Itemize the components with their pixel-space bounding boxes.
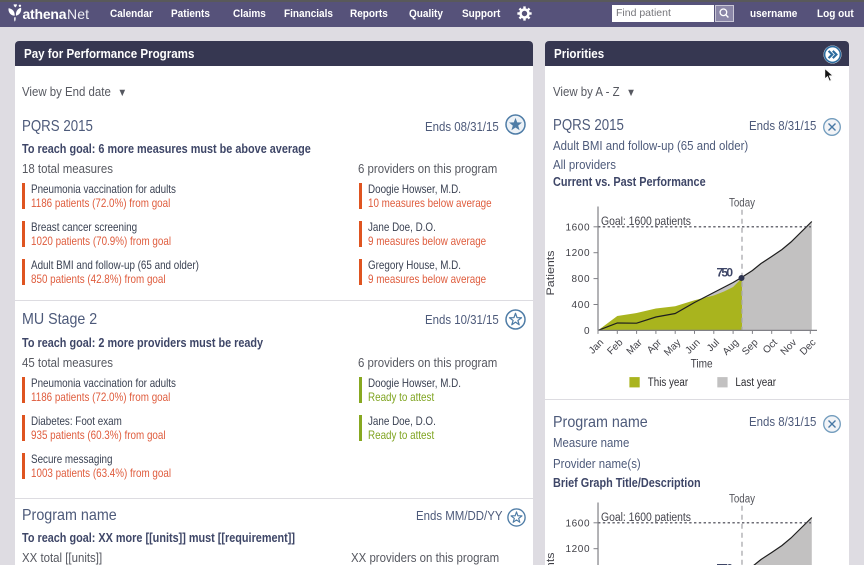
svg-text:1600: 1600 <box>566 518 590 529</box>
svg-text:800: 800 <box>572 274 590 285</box>
svg-text:Oct: Oct <box>761 337 780 356</box>
svg-text:Feb: Feb <box>605 337 625 357</box>
svg-text:750: 750 <box>717 266 734 280</box>
svg-text:1200: 1200 <box>566 544 590 555</box>
svg-text:Patients: Patients <box>545 552 557 565</box>
svg-text:Apr: Apr <box>645 337 664 356</box>
svg-text:Mar: Mar <box>625 337 645 357</box>
svg-text:Sep: Sep <box>740 337 761 358</box>
svg-text:Last year: Last year <box>735 377 776 389</box>
svg-text:Today: Today <box>729 491 755 505</box>
svg-text:This year: This year <box>648 377 688 389</box>
svg-text:Time: Time <box>691 357 713 371</box>
svg-text:Goal: 1600 patients: Goal: 1600 patients <box>601 510 691 524</box>
svg-text:Jun: Jun <box>683 337 702 356</box>
svg-text:750: 750 <box>716 561 733 565</box>
svg-text:Dec: Dec <box>798 337 818 357</box>
svg-text:Aug: Aug <box>721 337 741 357</box>
svg-text:400: 400 <box>572 300 590 311</box>
svg-text:1600: 1600 <box>566 222 590 233</box>
svg-text:Today: Today <box>729 196 755 210</box>
svg-text:Goal: 1600 patients: Goal: 1600 patients <box>601 214 691 228</box>
svg-text:Jul: Jul <box>705 337 722 354</box>
svg-text:Nov: Nov <box>779 337 799 357</box>
svg-text:May: May <box>662 337 683 358</box>
svg-text:Jan: Jan <box>587 337 606 356</box>
svg-text:Net: Net <box>67 6 89 22</box>
svg-text:athena: athena <box>23 6 67 22</box>
svg-text:Patients: Patients <box>545 250 557 296</box>
svg-text:0: 0 <box>584 326 590 337</box>
svg-text:1200: 1200 <box>566 248 590 259</box>
